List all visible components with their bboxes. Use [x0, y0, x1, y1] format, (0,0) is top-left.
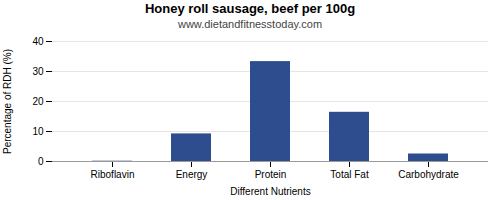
svg-text:Different Nutrients: Different Nutrients: [230, 186, 310, 197]
svg-text:Protein: Protein: [255, 169, 287, 180]
svg-text:Carbohydrate: Carbohydrate: [398, 169, 459, 180]
svg-text:30: 30: [32, 66, 44, 77]
svg-text:20: 20: [32, 96, 44, 107]
html-text:Honey roll sausage, beef per 1: Honey roll sausage, beef per 100g: [144, 1, 356, 16]
svg-text:10: 10: [32, 126, 44, 137]
svg-text:0: 0: [38, 156, 44, 167]
svg-text:Riboflavin: Riboflavin: [91, 169, 135, 180]
svg-text:Percentage of RDH (%): Percentage of RDH (%): [2, 49, 13, 154]
html-text:www.dietandfitnesstoday.com: www.dietandfitnesstoday.com: [178, 18, 322, 30]
svg-text:Energy: Energy: [176, 169, 208, 180]
svg-text:Total Fat: Total Fat: [330, 169, 369, 180]
svg-text:40: 40: [32, 36, 44, 47]
